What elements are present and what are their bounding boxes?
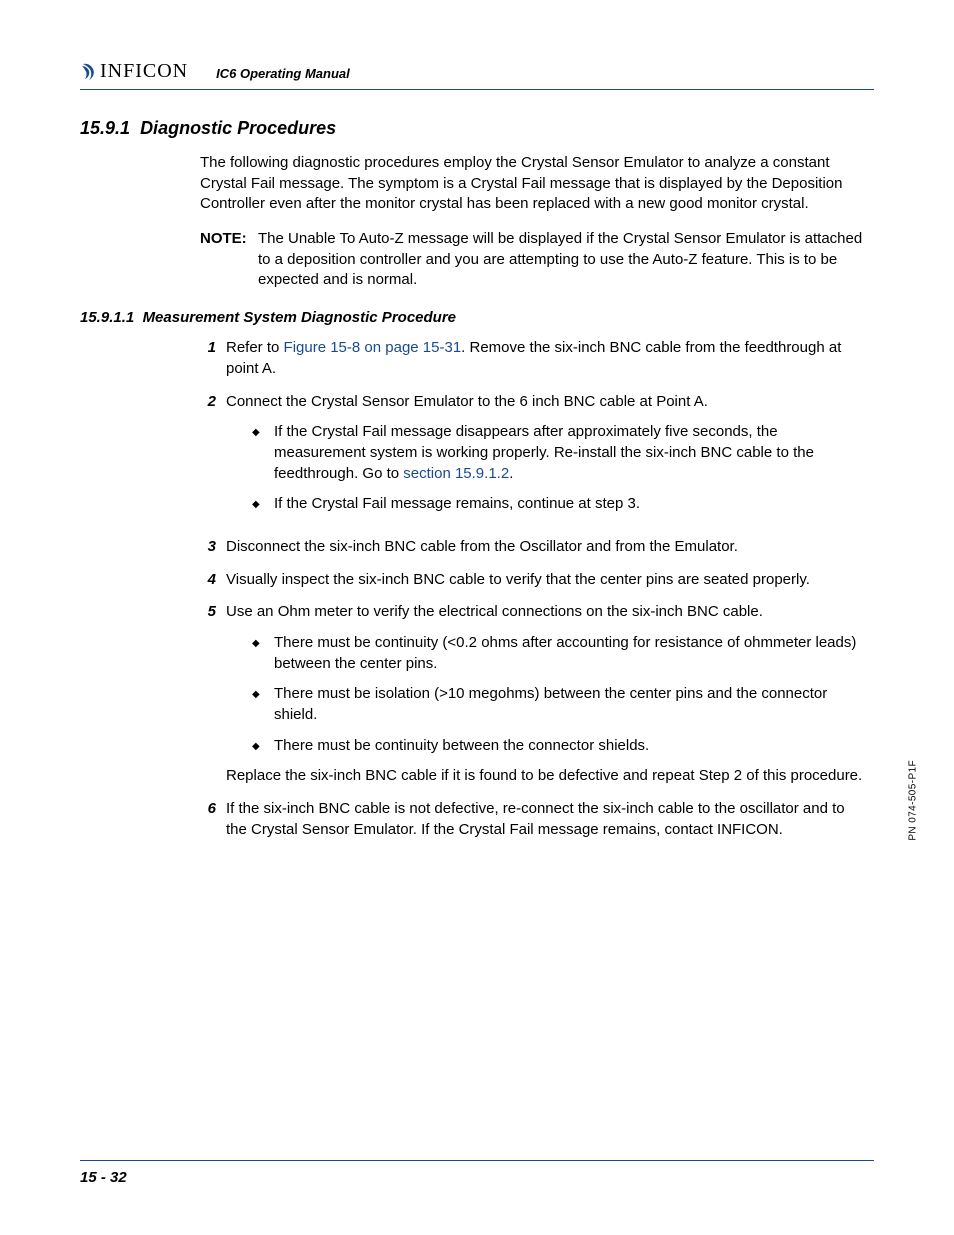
brand-logo: INFICON bbox=[80, 60, 188, 83]
step-item: 2 Connect the Crystal Sensor Emulator to… bbox=[200, 392, 864, 525]
bullet-text-pre: If the Crystal Fail message disappears a… bbox=[274, 423, 814, 481]
bullet-icon: ◆ bbox=[252, 494, 274, 515]
step-text: If the six-inch BNC cable is not defecti… bbox=[226, 799, 864, 840]
cross-reference-link[interactable]: Figure 15-8 on page 15-31 bbox=[284, 339, 462, 356]
subsection-title: Measurement System Diagnostic Procedure bbox=[143, 309, 456, 326]
step-item: 4 Visually inspect the six-inch BNC cabl… bbox=[200, 570, 864, 591]
bullet-icon: ◆ bbox=[252, 633, 274, 674]
step-text: Visually inspect the six-inch BNC cable … bbox=[226, 570, 864, 591]
part-number-vertical: PN 074-505-P1F bbox=[908, 760, 919, 841]
step-text: Use an Ohm meter to verify the electrica… bbox=[226, 602, 864, 623]
logo-icon bbox=[80, 63, 96, 81]
intro-paragraph: The following diagnostic procedures empl… bbox=[200, 153, 864, 215]
bullet-text: If the Crystal Fail message disappears a… bbox=[274, 422, 864, 484]
step-number: 2 bbox=[200, 392, 226, 525]
page-number: 15 - 32 bbox=[80, 1169, 127, 1186]
step-item: 1 Refer to Figure 15-8 on page 15-31. Re… bbox=[200, 338, 864, 379]
step-text: Connect the Crystal Sensor Emulator to t… bbox=[226, 392, 864, 413]
step-number: 6 bbox=[200, 799, 226, 840]
bullet-item: ◆ There must be continuity between the c… bbox=[252, 736, 864, 757]
page-header: INFICON IC6 Operating Manual bbox=[80, 60, 874, 90]
bullet-icon: ◆ bbox=[252, 736, 274, 757]
page-footer: 15 - 32 bbox=[80, 1160, 874, 1187]
bullet-text-post: . bbox=[509, 465, 513, 482]
step-number: 1 bbox=[200, 338, 226, 379]
bullet-text: There must be isolation (>10 megohms) be… bbox=[274, 684, 864, 725]
bullet-item: ◆ There must be continuity (<0.2 ohms af… bbox=[252, 633, 864, 674]
step-number: 4 bbox=[200, 570, 226, 591]
step-body: Use an Ohm meter to verify the electrica… bbox=[226, 602, 864, 787]
bullet-text: If the Crystal Fail message remains, con… bbox=[274, 494, 864, 515]
note-block: NOTE: The Unable To Auto-Z message will … bbox=[200, 229, 864, 291]
manual-title: IC6 Operating Manual bbox=[216, 66, 350, 83]
note-label: NOTE: bbox=[200, 229, 258, 291]
section-title: Diagnostic Procedures bbox=[140, 118, 336, 138]
step-number: 5 bbox=[200, 602, 226, 787]
note-text: The Unable To Auto-Z message will be dis… bbox=[258, 229, 864, 291]
logo-text: INFICON bbox=[100, 60, 188, 83]
step-text: Disconnect the six-inch BNC cable from t… bbox=[226, 537, 864, 558]
bullet-item: ◆ There must be isolation (>10 megohms) … bbox=[252, 684, 864, 725]
step-body: Refer to Figure 15-8 on page 15-31. Remo… bbox=[226, 338, 864, 379]
step-body: Connect the Crystal Sensor Emulator to t… bbox=[226, 392, 864, 525]
section-number: 15.9.1 bbox=[80, 118, 130, 138]
bullet-item: ◆ If the Crystal Fail message remains, c… bbox=[252, 494, 864, 515]
bullet-icon: ◆ bbox=[252, 684, 274, 725]
step-item: 5 Use an Ohm meter to verify the electri… bbox=[200, 602, 864, 787]
bullet-text: There must be continuity (<0.2 ohms afte… bbox=[274, 633, 864, 674]
bullet-icon: ◆ bbox=[252, 422, 274, 484]
step-post-text: Replace the six-inch BNC cable if it is … bbox=[226, 766, 864, 787]
section-heading: 15.9.1 Diagnostic Procedures bbox=[80, 118, 874, 139]
bullet-item: ◆ If the Crystal Fail message disappears… bbox=[252, 422, 864, 484]
subsection-heading: 15.9.1.1 Measurement System Diagnostic P… bbox=[80, 309, 874, 326]
step-number: 3 bbox=[200, 537, 226, 558]
subsection-number: 15.9.1.1 bbox=[80, 309, 134, 326]
bullet-text: There must be continuity between the con… bbox=[274, 736, 864, 757]
step-item: 6 If the six-inch BNC cable is not defec… bbox=[200, 799, 864, 840]
step-text-pre: Refer to bbox=[226, 339, 284, 356]
document-page: INFICON IC6 Operating Manual 15.9.1 Diag… bbox=[0, 0, 954, 1235]
cross-reference-link[interactable]: section 15.9.1.2 bbox=[403, 465, 509, 482]
step-item: 3 Disconnect the six-inch BNC cable from… bbox=[200, 537, 864, 558]
section-body: The following diagnostic procedures empl… bbox=[200, 153, 864, 291]
